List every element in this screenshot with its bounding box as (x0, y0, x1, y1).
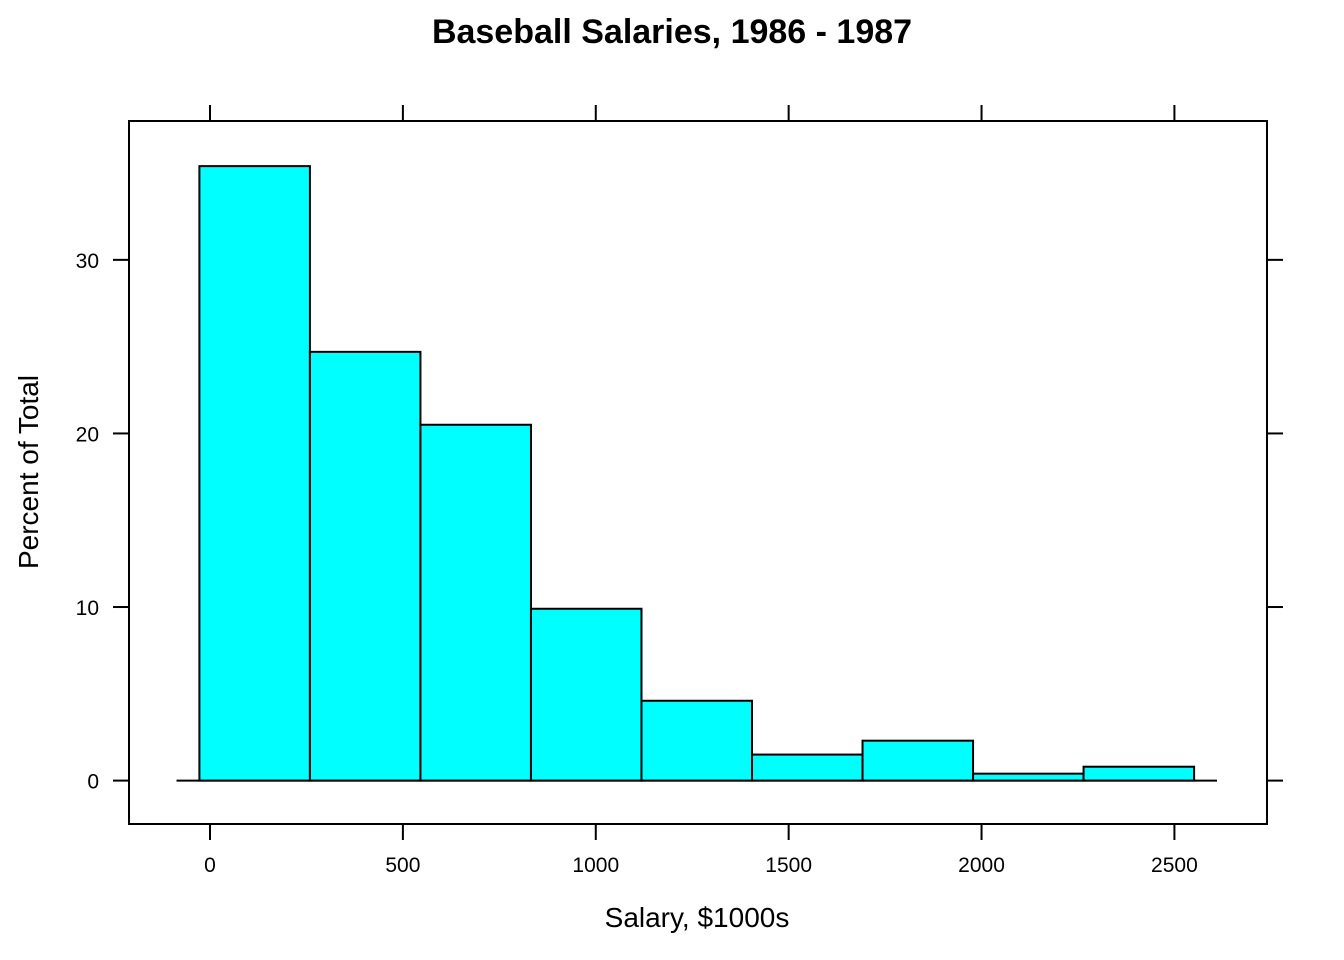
x-tick-label: 2500 (1151, 854, 1198, 877)
y-axis-label: Percent of Total (13, 375, 44, 569)
y-tick-label: 10 (76, 597, 99, 620)
chart-title: Baseball Salaries, 1986 - 1987 (432, 13, 912, 51)
bars (198, 165, 1196, 782)
histogram-bar (308, 350, 422, 782)
x-axis: 0 500 1000 1500 2000 2500 (204, 105, 1198, 877)
histogram-bar (751, 753, 864, 782)
plot-frame (128, 120, 1268, 825)
x-axis-label: Salary, $1000s (605, 902, 790, 933)
histogram-bar (1082, 765, 1196, 782)
histogram-bar (419, 423, 532, 782)
x-tick-label: 2000 (958, 854, 1005, 877)
x-tick-label: 1000 (572, 854, 619, 877)
histogram-bar (640, 699, 754, 782)
histogram-bar (972, 772, 1085, 782)
histogram-bar (861, 739, 975, 782)
y-tick-label: 20 (76, 423, 99, 446)
y-tick-label: 0 (87, 771, 99, 794)
histogram-bar (529, 607, 643, 782)
y-tick-label: 30 (76, 250, 99, 273)
histogram-bar (198, 165, 311, 782)
x-tick-label: 0 (204, 854, 216, 877)
x-tick-label: 1500 (765, 854, 812, 877)
x-tick-label: 500 (385, 854, 420, 877)
y-axis: 0 10 20 30 (76, 250, 1283, 794)
